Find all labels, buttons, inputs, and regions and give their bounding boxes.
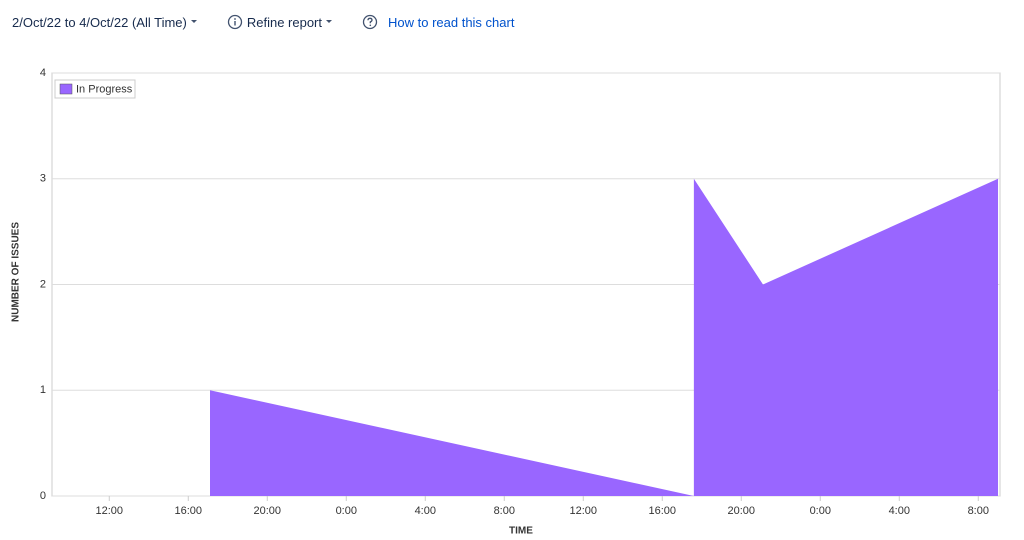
x-tick-label: 16:00 xyxy=(649,505,677,517)
x-axis-label: TIME xyxy=(509,526,533,537)
x-tick-label: 12:00 xyxy=(96,505,124,517)
legend-label: In Progress xyxy=(76,83,133,95)
help-icon xyxy=(362,14,378,30)
x-tick-label: 0:00 xyxy=(336,505,357,517)
x-tick-label: 12:00 xyxy=(570,505,598,517)
x-tick-label: 4:00 xyxy=(889,505,910,517)
x-tick-label: 0:00 xyxy=(810,505,831,517)
date-range-picker[interactable]: 2/Oct/22 to 4/Oct/22 (All Time) xyxy=(12,15,201,30)
x-tick-label: 20:00 xyxy=(728,505,756,517)
legend-swatch xyxy=(59,83,73,95)
caret xyxy=(326,20,332,23)
help-link[interactable]: How to read this chart xyxy=(388,14,515,30)
refine-report[interactable]: Refine report xyxy=(227,14,336,30)
info-icon xyxy=(227,14,242,30)
legend-box xyxy=(54,79,136,99)
x-tick-label: 16:00 xyxy=(175,505,203,517)
x-tick-label: 20:00 xyxy=(254,505,282,517)
y-tick-label: 2 xyxy=(40,278,46,290)
caret xyxy=(190,20,197,23)
x-tick-label: 8:00 xyxy=(968,505,989,517)
area xyxy=(52,178,999,496)
help[interactable]: How to read this chart xyxy=(362,14,514,30)
refine-label[interactable]: Refine report xyxy=(246,14,322,30)
y-axis-label: NUMBER OF ISSUES xyxy=(11,222,22,322)
y-tick-label: 3 xyxy=(40,173,46,185)
x-tick-label: 4:00 xyxy=(415,505,436,517)
y-tick-label: 4 xyxy=(40,67,46,79)
toolbar: 2/Oct/22 to 4/Oct/22 (All Time) Refine r… xyxy=(12,12,540,32)
x-tick-label: 8:00 xyxy=(494,505,515,517)
y-tick-label: 0 xyxy=(40,490,46,502)
date-range[interactable]: 2/Oct/22 to 4/Oct/22 (All Time) xyxy=(12,14,187,30)
y-tick-label: 1 xyxy=(40,384,46,396)
